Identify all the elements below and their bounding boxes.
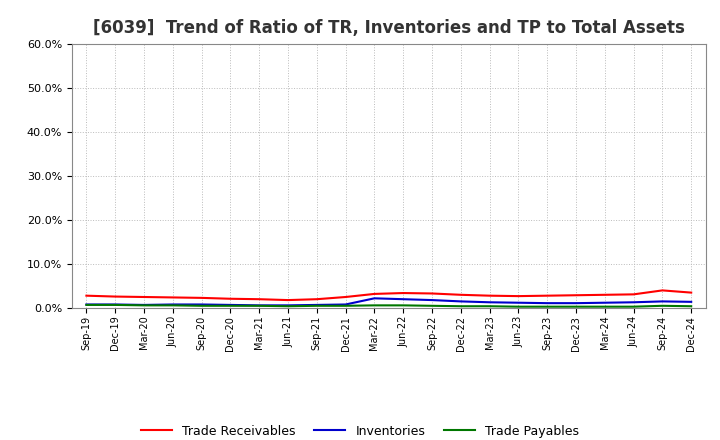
- Trade Payables: [197, 303, 206, 308]
- Inventories: [226, 302, 235, 308]
- Trade Payables: [514, 304, 523, 309]
- Inventories: [485, 300, 494, 305]
- Trade Payables: [543, 304, 552, 309]
- Inventories: [687, 299, 696, 304]
- Trade Receivables: [428, 291, 436, 296]
- Trade Payables: [140, 303, 148, 308]
- Trade Receivables: [341, 294, 350, 300]
- Trade Receivables: [658, 288, 667, 293]
- Inventories: [658, 299, 667, 304]
- Trade Payables: [629, 304, 638, 309]
- Trade Receivables: [514, 293, 523, 299]
- Legend: Trade Receivables, Inventories, Trade Payables: Trade Receivables, Inventories, Trade Pa…: [135, 420, 585, 440]
- Inventories: [399, 297, 408, 302]
- Trade Payables: [456, 304, 465, 309]
- Inventories: [629, 300, 638, 305]
- Trade Receivables: [82, 293, 91, 298]
- Trade Receivables: [456, 292, 465, 297]
- Inventories: [572, 301, 580, 306]
- Trade Receivables: [600, 292, 609, 297]
- Trade Receivables: [687, 290, 696, 295]
- Trade Receivables: [543, 293, 552, 298]
- Trade Receivables: [111, 294, 120, 299]
- Trade Receivables: [312, 297, 321, 302]
- Trade Payables: [572, 304, 580, 309]
- Inventories: [543, 301, 552, 306]
- Inventories: [456, 299, 465, 304]
- Trade Payables: [284, 304, 292, 309]
- Trade Payables: [485, 304, 494, 309]
- Trade Payables: [168, 303, 177, 308]
- Trade Receivables: [197, 295, 206, 301]
- Inventories: [197, 302, 206, 307]
- Trade Payables: [658, 303, 667, 308]
- Inventories: [370, 296, 379, 301]
- Trade Payables: [82, 302, 91, 308]
- Line: Trade Receivables: Trade Receivables: [86, 290, 691, 300]
- Trade Payables: [226, 303, 235, 308]
- Trade Receivables: [485, 293, 494, 298]
- Trade Payables: [687, 304, 696, 309]
- Trade Payables: [255, 303, 264, 308]
- Trade Receivables: [226, 296, 235, 301]
- Trade Payables: [341, 303, 350, 308]
- Trade Receivables: [629, 292, 638, 297]
- Inventories: [255, 303, 264, 308]
- Trade Receivables: [168, 295, 177, 300]
- Inventories: [341, 302, 350, 307]
- Inventories: [111, 302, 120, 307]
- Trade Receivables: [572, 293, 580, 298]
- Trade Receivables: [255, 297, 264, 302]
- Inventories: [514, 300, 523, 305]
- Trade Payables: [600, 304, 609, 309]
- Trade Receivables: [284, 297, 292, 303]
- Inventories: [284, 303, 292, 308]
- Inventories: [140, 302, 148, 308]
- Trade Payables: [428, 303, 436, 308]
- Inventories: [168, 302, 177, 307]
- Trade Payables: [111, 302, 120, 308]
- Trade Payables: [399, 303, 408, 308]
- Line: Inventories: Inventories: [86, 298, 691, 305]
- Inventories: [312, 302, 321, 308]
- Title: [6039]  Trend of Ratio of TR, Inventories and TP to Total Assets: [6039] Trend of Ratio of TR, Inventories…: [93, 19, 685, 37]
- Trade Payables: [312, 303, 321, 308]
- Inventories: [600, 300, 609, 305]
- Trade Receivables: [370, 291, 379, 297]
- Trade Payables: [370, 303, 379, 308]
- Inventories: [82, 302, 91, 307]
- Trade Receivables: [399, 290, 408, 296]
- Line: Trade Payables: Trade Payables: [86, 305, 691, 307]
- Inventories: [428, 297, 436, 303]
- Trade Receivables: [140, 294, 148, 300]
